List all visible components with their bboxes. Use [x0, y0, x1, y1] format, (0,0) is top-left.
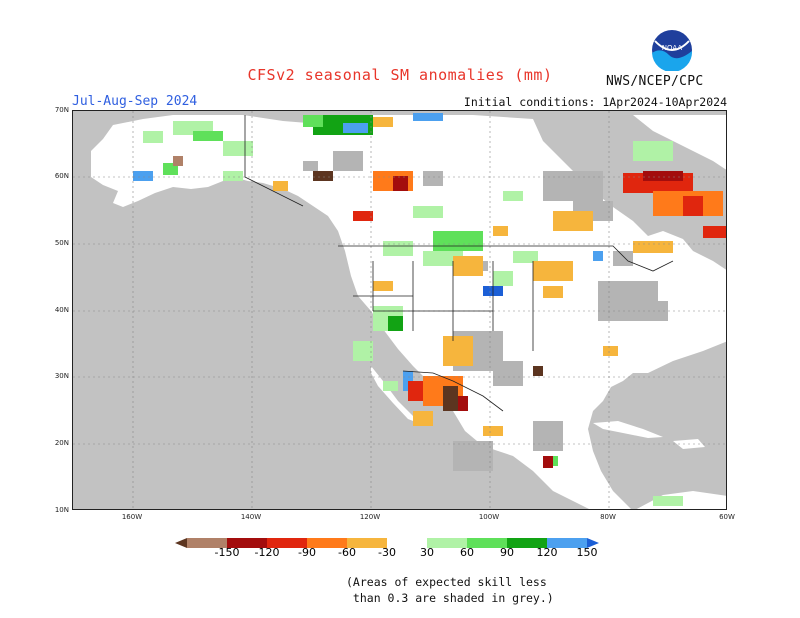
lon-label-140w: 140W	[240, 513, 262, 521]
logo-text: NOAA	[662, 44, 683, 52]
dry-anomalies	[173, 156, 726, 468]
political-borders	[244, 115, 674, 412]
lon-label-100w: 100W	[478, 513, 500, 521]
legend-swatch	[387, 538, 427, 548]
legend-swatch	[307, 538, 347, 548]
legend-swatch	[267, 538, 307, 548]
legend-tick-label: 60	[460, 546, 474, 559]
legend-swatch	[467, 538, 507, 548]
initial-conditions: Initial conditions: 1Apr2024-10Apr2024	[463, 95, 727, 109]
legend-swatch	[507, 538, 547, 548]
legend-arrow-right	[587, 538, 599, 548]
legend-tick-label: -90	[298, 546, 316, 559]
legend-tick-label: -60	[338, 546, 356, 559]
lat-label-70n: 70N	[54, 106, 69, 114]
lon-label-80w: 80W	[600, 513, 616, 521]
skill-note-line2: than 0.3 are shaded in grey.)	[346, 591, 554, 605]
greenland-land	[633, 115, 726, 170]
lat-label-10n: 10N	[54, 506, 69, 514]
lat-label-30n: 30N	[54, 372, 69, 380]
legend-swatch	[347, 538, 387, 548]
legend-tick-label: 120	[536, 546, 558, 559]
forecast-period: Jul-Aug-Sep 2024	[72, 94, 198, 109]
lon-label-160w: 160W	[121, 513, 143, 521]
legend-arrow-left	[175, 538, 187, 548]
skill-note: (Areas of expected skill less than 0.3 a…	[346, 574, 554, 606]
noaa-logo: NOAA	[651, 29, 693, 73]
legend-swatch	[227, 538, 267, 548]
legend-tick-label: 30	[420, 546, 434, 559]
lat-label-60n: 60N	[54, 172, 69, 180]
legend-colorbar	[175, 538, 599, 548]
lon-label-60w: 60W	[719, 513, 735, 521]
cuba-land	[593, 421, 663, 438]
legend-tick-label: -30	[378, 546, 396, 559]
legend-swatch	[547, 538, 587, 548]
lat-label-40n: 40N	[54, 306, 69, 314]
legend-tick-label: 90	[500, 546, 514, 559]
lat-label-20n: 20N	[54, 439, 69, 447]
legend-tick-label: -120	[254, 546, 280, 559]
lon-label-120w: 120W	[359, 513, 381, 521]
map-canvas	[73, 111, 726, 509]
legend-swatch	[187, 538, 227, 548]
legend-swatch	[427, 538, 467, 548]
color-legend	[175, 535, 627, 554]
anomaly-map	[72, 110, 727, 510]
graticule	[73, 111, 726, 509]
lat-label-50n: 50N	[54, 239, 69, 247]
legend-tick-label: -150	[214, 546, 240, 559]
legend-tick-label: 150	[576, 546, 598, 559]
wet-anomalies	[133, 113, 683, 506]
map-title: CFSv2 seasonal SM anomalies (mm)	[247, 66, 553, 84]
skill-note-line1: (Areas of expected skill less	[346, 575, 547, 589]
agency-label: NWS/NCEP/CPC	[606, 74, 704, 89]
